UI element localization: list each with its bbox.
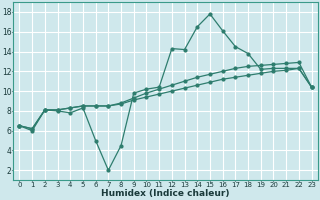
X-axis label: Humidex (Indice chaleur): Humidex (Indice chaleur) bbox=[101, 189, 230, 198]
